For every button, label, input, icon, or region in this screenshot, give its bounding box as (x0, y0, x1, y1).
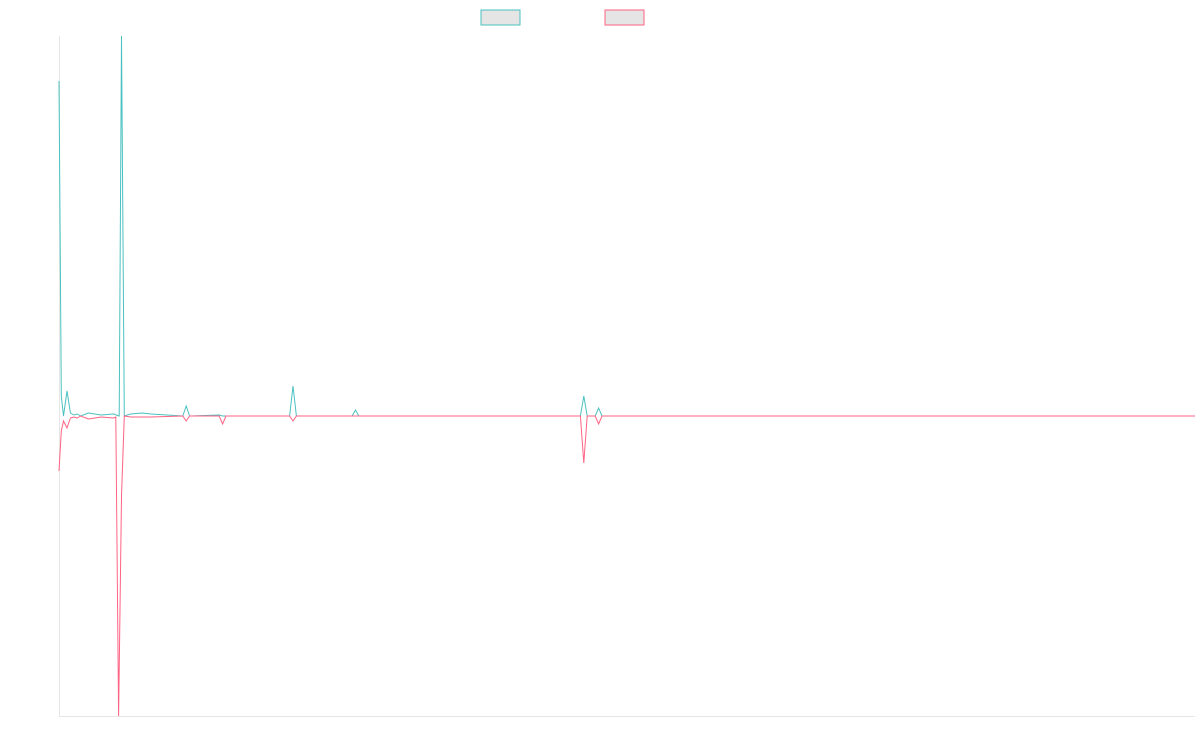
series-line-2 (58, 415, 1195, 717)
plot-area (58, 35, 1195, 717)
legend-swatch-1[interactable] (480, 9, 521, 26)
legend (480, 9, 645, 26)
legend-swatch-2[interactable] (604, 9, 645, 26)
series-line-1 (58, 35, 1195, 417)
